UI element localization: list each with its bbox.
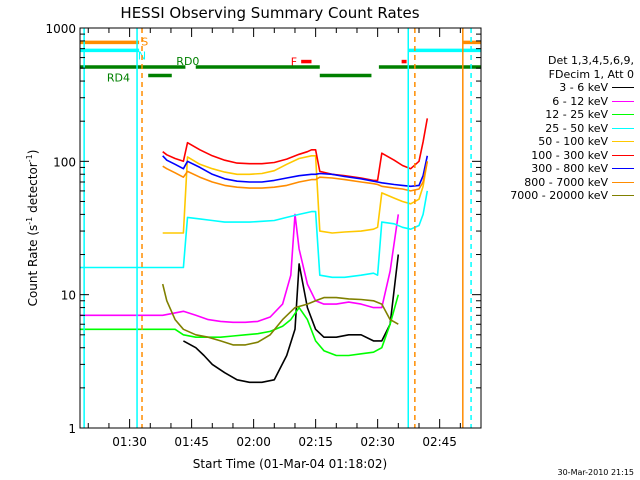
legend-label: 3 - 6 keV bbox=[559, 81, 608, 94]
legend-swatch bbox=[612, 127, 634, 129]
series-line-3 bbox=[80, 190, 429, 279]
y-axis: 1000 100 10 1 bbox=[45, 22, 481, 436]
x-tick-label: 02:45 bbox=[422, 435, 457, 449]
y-tick-label: 1000 bbox=[45, 22, 76, 36]
state-label-s: S bbox=[141, 35, 148, 48]
x-tick-label: 02:15 bbox=[298, 435, 333, 449]
y-tick-label: 1 bbox=[68, 422, 76, 436]
timestamp: 30-Mar-2010 21:15 bbox=[557, 468, 635, 477]
legend-label: 300 - 800 keV bbox=[531, 162, 608, 175]
x-tick-label: 02:30 bbox=[360, 435, 395, 449]
legend-item: 12 - 25 keV bbox=[484, 108, 634, 122]
legend: Det 1,3,4,5,6,9, FDecim 1, Att 0 3 - 6 k… bbox=[484, 54, 634, 203]
y-tick-label: 10 bbox=[61, 289, 76, 303]
time-markers bbox=[83, 28, 472, 428]
legend-item: 300 - 800 keV bbox=[484, 162, 634, 176]
legend-label: 12 - 25 keV bbox=[545, 108, 608, 121]
legend-item: 6 - 12 keV bbox=[484, 95, 634, 109]
state-label-rd0: RD0 bbox=[176, 55, 199, 68]
legend-item: 50 - 100 keV bbox=[484, 135, 634, 149]
legend-header-line-1: Det 1,3,4,5,6,9, bbox=[547, 54, 634, 67]
legend-swatch bbox=[612, 141, 634, 143]
legend-label: 100 - 300 keV bbox=[531, 148, 608, 162]
legend-swatch bbox=[612, 181, 634, 183]
legend-label: 6 - 12 keV bbox=[552, 94, 608, 108]
legend-item: 25 - 50 keV bbox=[484, 122, 634, 136]
legend-item: 7000 - 20000 keV bbox=[484, 189, 634, 203]
legend-label: 7000 - 20000 keV bbox=[510, 189, 608, 202]
legend-item: 100 - 300 keV bbox=[484, 149, 634, 163]
series-line-6 bbox=[162, 155, 429, 188]
x-axis: 01:30 01:45 02:00 02:15 02:30 02:45 bbox=[87, 28, 482, 449]
x-tick-label: 01:30 bbox=[112, 435, 147, 449]
legend-swatch bbox=[612, 154, 634, 156]
series-line-4 bbox=[162, 155, 429, 234]
x-tick-label: 01:45 bbox=[174, 435, 209, 449]
y-axis-label: Count Rate (s-1 detector-1) bbox=[25, 150, 40, 307]
plot-frame bbox=[79, 27, 482, 429]
legend-label: 800 - 7000 keV bbox=[524, 175, 608, 189]
legend-swatch bbox=[612, 168, 634, 170]
series-line-7 bbox=[162, 161, 429, 192]
state-bars: SNFRD0RD4 bbox=[80, 35, 481, 85]
series-line-2 bbox=[80, 294, 400, 357]
series-line-1 bbox=[80, 213, 400, 324]
series-line-5 bbox=[162, 118, 429, 182]
state-label-rd4: RD4 bbox=[107, 72, 130, 85]
legend-item: 800 - 7000 keV bbox=[484, 176, 634, 190]
series-line-8 bbox=[161, 283, 399, 346]
series-line-0 bbox=[183, 254, 400, 384]
legend-header-line-2: FDecim 1, Att 0 bbox=[548, 67, 634, 81]
legend-swatch bbox=[612, 100, 634, 102]
legend-label: 50 - 100 keV bbox=[538, 135, 608, 148]
y-tick-label: 100 bbox=[53, 155, 76, 169]
x-tick-label: 02:00 bbox=[236, 435, 271, 449]
chart-title: HESSI Observing Summary Count Rates bbox=[120, 4, 419, 22]
legend-swatch bbox=[612, 87, 634, 89]
legend-item: 3 - 6 keV bbox=[484, 81, 634, 95]
state-label-f: F bbox=[291, 56, 297, 69]
legend-swatch bbox=[612, 114, 634, 116]
series-layer bbox=[80, 118, 429, 384]
legend-swatch bbox=[612, 195, 634, 197]
x-axis-label: Start Time (01-Mar-04 01:18:02) bbox=[193, 457, 387, 471]
legend-label: 25 - 50 keV bbox=[545, 121, 608, 135]
